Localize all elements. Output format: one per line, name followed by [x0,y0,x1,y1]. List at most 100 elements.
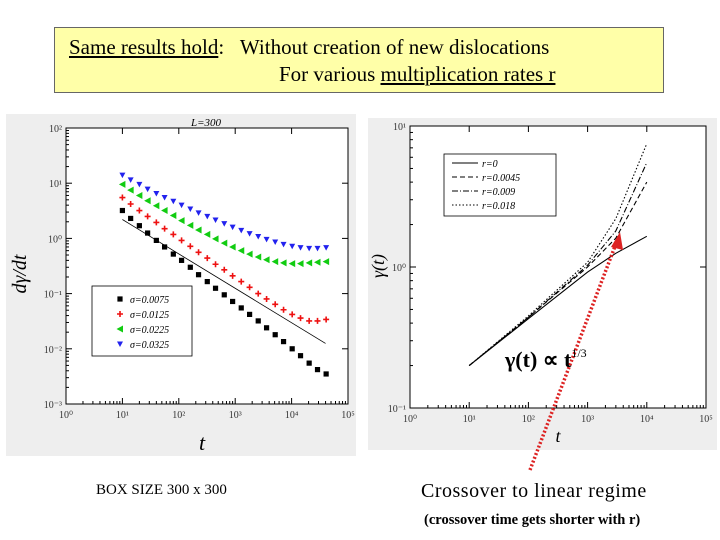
right-figure-panel: 10⁰ 10¹ 10² 10³ 10⁴ 10⁵ 10⁻¹ 10⁰ 10¹ t γ(t) r=0 r=0.… [368,118,717,450]
x-tick-label: 10³ [581,414,594,425]
chart-title: L=300 [190,117,222,129]
left-figure-panel: 10⁰ 10¹ 10² 10³ 10⁴ 10⁵ 10⁻³ 10⁻² 10⁻¹ 10⁰ 10¹ 10² L… [6,114,356,456]
y-tick-label: 10⁰ [392,263,406,274]
x-tick-label: 10³ [229,410,242,421]
data-point [288,260,296,268]
data-point [280,306,287,313]
data-point [221,266,228,273]
data-point [254,253,262,261]
data-point [170,231,177,238]
plot-frame [65,127,349,405]
y-tick-label: 10² [49,124,62,135]
data-point [204,255,211,262]
data-point [117,311,123,317]
data-point [117,341,123,347]
data-point [170,251,176,257]
data-point [289,311,296,318]
data-point [237,247,245,255]
data-point [272,301,279,308]
data-point [297,245,304,251]
x-tick-label: 10⁴ [285,410,299,421]
data-point [314,245,321,252]
data-point [238,305,244,311]
x-tick-label: 10⁰ [403,414,417,425]
data-point [246,231,253,237]
data-point [187,206,194,213]
y-tick-label: 10⁰ [48,234,62,245]
data-point [306,360,312,366]
data-point [145,230,151,236]
x-tick-label: 10¹ [463,414,476,425]
data-point [153,237,159,243]
data-point [220,239,228,247]
legend-label: r=0.0045 [482,173,520,184]
data-point [136,223,142,229]
legend-label: σ=0.0225 [130,325,169,336]
data-point [314,258,321,266]
legend-box [443,153,557,217]
legend-label: σ=0.0075 [130,295,169,306]
data-point [119,207,125,214]
data-point [221,221,228,227]
crossover-subcaption: (crossover time gets shorter with r) [424,512,641,528]
data-point [238,278,245,285]
data-point [127,177,134,183]
data-point [246,250,253,258]
data-point [238,227,245,234]
data-point [212,235,219,243]
data-point [117,296,123,302]
data-point [212,217,219,224]
y-tick-label: 10⁻³ [44,400,62,411]
data-point [187,264,193,270]
data-point [263,256,270,264]
data-point [289,243,296,250]
data-point [119,194,126,201]
y-axis-label: dγ/dt [9,254,31,293]
data-point [297,315,304,322]
box-size-caption: BOX SIZE 300 x 300 [96,482,227,498]
data-point [255,234,262,240]
data-point [152,202,160,210]
data-point [255,290,262,297]
data-point [144,197,151,205]
title-line-1-text: Without creation of new dislocations [239,35,550,59]
data-point [203,230,211,238]
data-point [229,224,236,231]
data-point [204,213,211,220]
data-point [144,213,151,220]
data-point [314,366,321,373]
data-point [127,200,134,207]
data-point [229,243,236,251]
data-point [195,272,202,278]
legend-label: r=0.009 [482,187,515,198]
legend-label: σ=0.0125 [130,310,169,321]
data-point [116,325,123,333]
data-point [306,245,313,252]
data-point [161,207,168,215]
data-point [204,278,210,285]
data-point [271,258,279,266]
data-point [221,292,227,298]
data-point [323,316,330,323]
title-lead: Same results hold [69,35,219,59]
data-point [263,236,270,243]
data-point [255,318,261,324]
legend-label: r=0.018 [482,201,515,212]
legend-label: r=0 [482,159,498,170]
data-point [305,259,313,267]
data-point [322,258,330,266]
data-point [136,181,143,188]
data-point [119,172,126,179]
data-point [263,325,270,331]
legend-box [91,285,193,357]
y-tick-label: 10⁻² [44,345,62,356]
data-point [178,237,185,244]
x-tick-label: 10¹ [116,410,129,421]
data-point [272,239,279,246]
right-chart: 10⁰ 10¹ 10² 10³ 10⁴ 10⁵10⁻¹10⁰10¹tγ(t)r=0r=0.… [368,122,713,446]
x-tick-label: 10⁰ [59,410,73,421]
data-point [229,272,236,279]
data-point [280,339,287,345]
data-point [230,298,236,305]
data-point [323,371,329,377]
